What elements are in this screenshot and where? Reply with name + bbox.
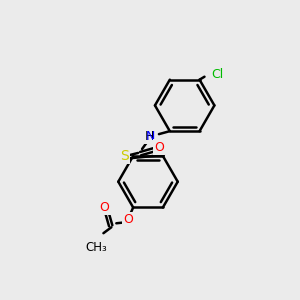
Text: S: S xyxy=(120,149,129,163)
Text: O: O xyxy=(100,201,110,214)
Text: Cl: Cl xyxy=(212,68,224,81)
Text: O: O xyxy=(123,213,133,226)
Text: N: N xyxy=(146,130,155,142)
Text: O: O xyxy=(154,140,164,154)
Text: H: H xyxy=(145,130,154,142)
Text: CH₃: CH₃ xyxy=(85,241,107,254)
